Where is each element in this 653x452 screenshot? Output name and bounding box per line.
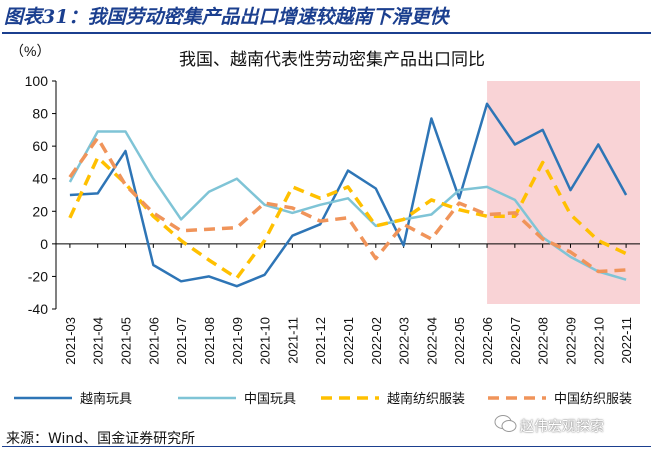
y-tick-label: 60 [32, 138, 48, 154]
x-tick-label: 2022-07 [508, 317, 523, 365]
x-tick-label: 2021-06 [146, 317, 161, 365]
legend-label-3: 越南纺织服装 [387, 391, 465, 407]
y-tick-label: 80 [32, 106, 48, 122]
x-tick-label: 2022-10 [591, 317, 606, 365]
x-tick-label: 2022-09 [563, 317, 578, 365]
series-line-3 [68, 155, 627, 280]
y-tick-label: 40 [32, 171, 48, 187]
y-tick-label: 0 [40, 236, 48, 252]
title-rule [2, 32, 651, 34]
x-tick-label: 2022-04 [424, 317, 439, 365]
legend: 越南玩具 中国玩具 越南纺织服装 中国纺织服装 [14, 391, 632, 407]
bottom-rule [2, 446, 651, 447]
x-tick-label: 2022-02 [369, 317, 384, 365]
x-tick-label: 2022-06 [480, 317, 495, 365]
y-tick-label: 20 [32, 203, 48, 219]
x-tick-label: 2021-08 [202, 317, 217, 365]
x-tick-label: 2021-10 [258, 317, 273, 365]
x-tick-label: 2022-05 [452, 317, 467, 365]
x-tick-label: 2021-04 [91, 317, 106, 365]
y-tick-label: 100 [25, 73, 49, 89]
x-tick-label: 2022-11 [619, 317, 634, 364]
y-tick-label: -20 [28, 268, 48, 284]
legend-label-1: 越南玩具 [80, 391, 132, 407]
chart-title: 我国、越南代表性劳动密集产品出口同比 [179, 50, 485, 70]
x-tick-label: 2021-05 [119, 317, 134, 365]
legend-label-4: 中国纺织服装 [554, 392, 632, 407]
watermark: 赵伟宏观探索 [520, 419, 604, 435]
y-unit-label: （%） [10, 43, 50, 59]
plot-area: -40 -20 0 20 40 60 80 100 2021-03 2021-04 2021-05 2… [25, 73, 640, 365]
source-note: 来源：Wind、国金证券研究所 [6, 431, 196, 447]
x-tick-label: 2021-11 [285, 317, 300, 364]
highlight-band [487, 81, 640, 304]
x-tick-label: 2022-01 [341, 317, 356, 365]
x-tick-label: 2022-08 [536, 317, 551, 365]
x-tick-label: 2021-07 [174, 317, 189, 365]
x-tick-label: 2022-03 [397, 317, 412, 365]
x-tick-label: 2021-09 [230, 317, 245, 365]
series-line-2 [68, 130, 627, 281]
legend-label-2: 中国玩具 [244, 392, 296, 407]
y-tick-label: -40 [28, 301, 48, 317]
series-line-4 [68, 136, 627, 274]
x-tick-label: 2021-12 [313, 317, 328, 365]
figure-title: 图表31：我国劳动密集产品出口增速较越南下滑更快 [4, 6, 449, 28]
wechat-icon [494, 414, 518, 434]
x-tick-label: 2021-03 [63, 317, 78, 365]
series-line-1 [69, 102, 628, 288]
